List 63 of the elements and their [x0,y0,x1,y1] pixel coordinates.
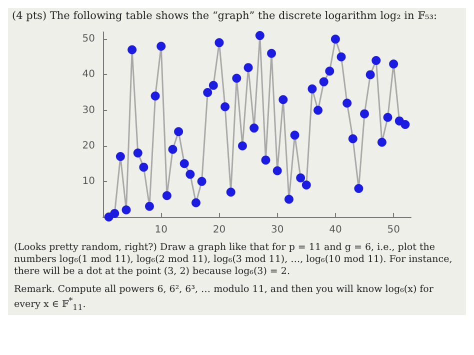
point [372,56,381,65]
point [302,180,311,190]
y-tick-label: 50 [82,34,95,45]
point [284,194,294,204]
point [400,120,410,129]
point [238,141,247,150]
point [267,48,276,58]
text: Remark. Compute all powers 6, 6², 6³, … modulo 11, and then you will know log₆(x) for every x ∈ 𝔽$^{*}$$_{11}$. [13,282,434,314]
point [232,74,242,83]
point [186,170,195,179]
point [342,98,352,108]
point [203,88,212,97]
point [325,66,334,76]
point [296,173,306,182]
point [214,38,224,48]
point [220,102,230,112]
point [319,77,328,86]
point [290,130,300,140]
chart-title: (4 pts) The following table shows the “graph” the discrete logarithm log₂ in 𝔽₅₃: [11,9,438,24]
point [278,95,288,104]
point [162,191,172,200]
y-tick-label: 20 [82,140,95,152]
point [116,152,125,162]
point [366,70,375,80]
x-tick-label: 50 [387,224,400,236]
x-tick-label: 30 [270,224,284,236]
x-tick-label: 10 [154,224,168,236]
point [272,166,282,176]
y-tick-label: 10 [82,176,95,187]
point [261,156,270,165]
point [128,45,137,54]
point [168,144,178,154]
point [122,205,131,214]
point [110,208,120,218]
point [133,148,142,158]
point [191,198,200,208]
point [330,34,340,44]
point [208,80,218,90]
point [389,60,398,69]
point [226,188,236,197]
point [348,134,358,144]
point [250,124,259,133]
point [383,112,392,122]
point [145,202,154,211]
point [336,52,346,62]
point [197,176,206,186]
point [314,106,323,115]
x-tick-label: 40 [329,224,342,236]
point [244,63,253,72]
point [180,159,189,168]
point [156,42,166,51]
point [139,162,148,172]
text: (Looks pretty random, right?) Draw a graph like that for p = 11 and g = 6, i.e., plot the numbers log₆(1 mod 11), log₆(2 mod 11), log₆(3 mod 11), …, log₆(10 mod 11). For instance, there will be a dot at the point (3, 2) because log₆(3) = 2. [13,241,454,279]
point [150,92,160,101]
point [354,184,364,194]
x-tick-label: 20 [212,224,226,236]
point [255,31,264,40]
point [360,109,370,118]
point [377,138,386,147]
y-tick-label: 30 [82,104,95,116]
point [174,127,184,136]
point [308,84,317,94]
y-tick-label: 40 [82,69,95,80]
